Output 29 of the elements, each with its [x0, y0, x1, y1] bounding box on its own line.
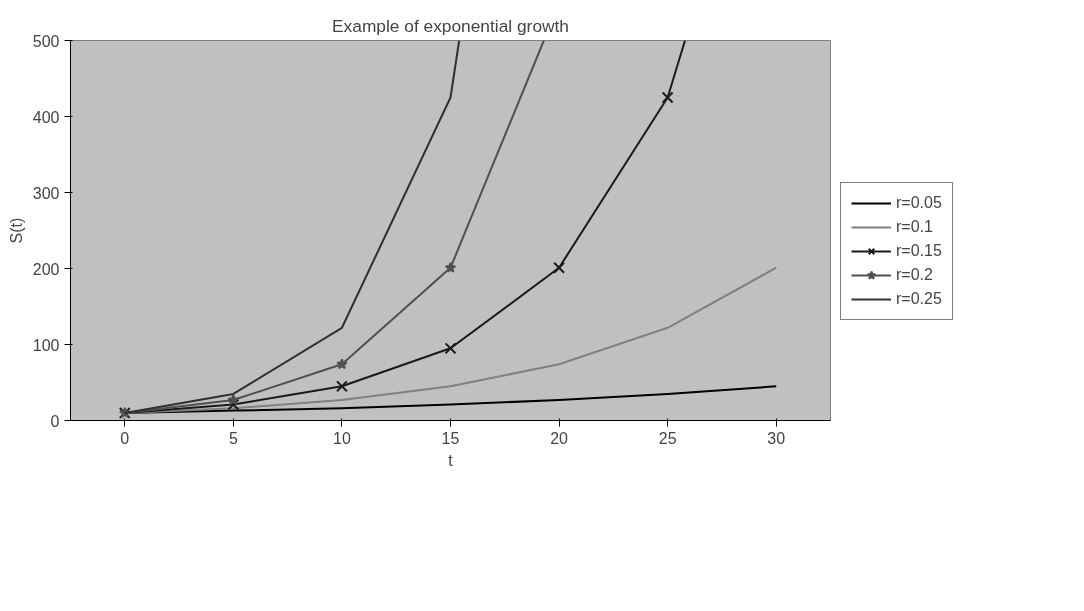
y-tick-label: 100: [32, 336, 60, 354]
chart-title: Example of exponential growth: [332, 15, 569, 36]
x-axis-title: t: [448, 451, 454, 469]
x-tick-label: 0: [120, 429, 130, 447]
y-tick-label: 500: [32, 32, 60, 50]
x-tick-label: 5: [228, 429, 238, 447]
y-tick-label: 400: [32, 108, 60, 126]
point: [444, 261, 457, 273]
point: [661, 91, 674, 104]
point: [335, 380, 348, 393]
legend-label: r=0.1: [896, 218, 933, 236]
y-tick-label: 300: [32, 184, 60, 202]
y-axis-title: S(t): [7, 217, 25, 244]
point: [336, 358, 348, 370]
y-tick-label: 0: [50, 412, 60, 430]
legend-label: r=0.05: [896, 194, 942, 212]
point: [227, 398, 240, 411]
point: [444, 342, 457, 355]
x-tick-label: 15: [441, 429, 460, 447]
x-tick-label: 30: [767, 429, 786, 447]
y-tick-label: 200: [32, 260, 60, 278]
legend-label: r=0.2: [896, 266, 933, 284]
point: [227, 393, 240, 406]
x-tick-label: 25: [658, 429, 677, 447]
x-tick-label: 20: [550, 429, 569, 447]
legend-label: r=0.25: [896, 290, 942, 308]
x-tick-label: 10: [333, 429, 351, 447]
legend-label: r=0.15: [896, 242, 942, 260]
point: [553, 261, 566, 274]
